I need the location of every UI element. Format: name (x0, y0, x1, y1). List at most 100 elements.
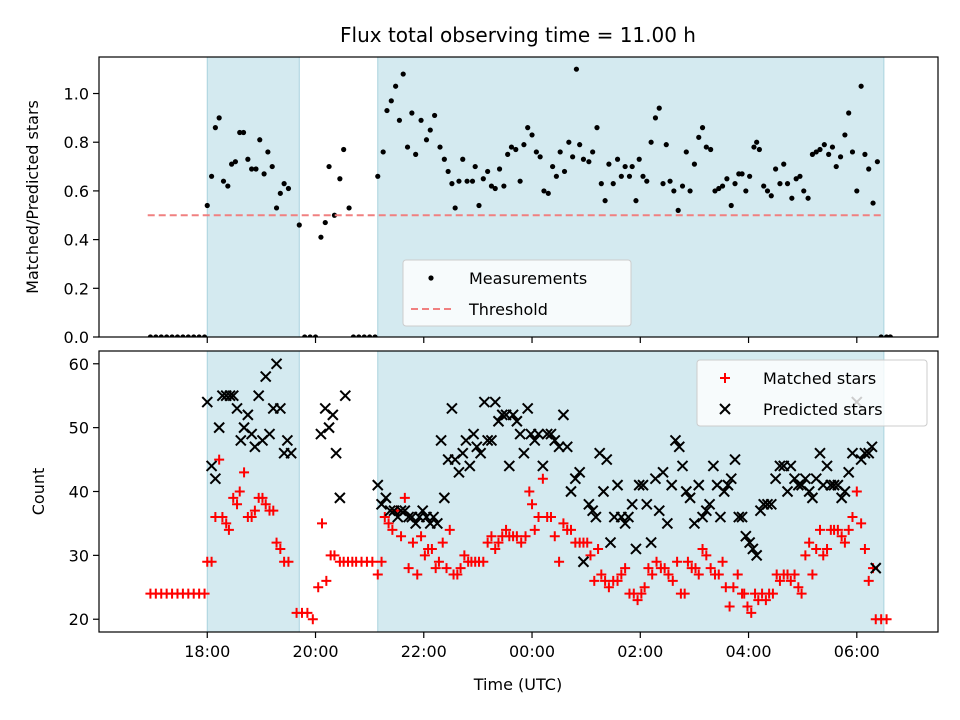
matched-star-point (742, 601, 753, 612)
measurement-point (472, 163, 478, 170)
measurement-point (533, 149, 539, 155)
matched-star-point (732, 569, 743, 580)
measurement-point (529, 132, 535, 138)
measurement-point (573, 66, 580, 72)
matched-star-point (426, 543, 437, 554)
y-axis-label: Count (29, 468, 48, 516)
measurement-point (361, 334, 367, 337)
measurement-point (201, 334, 208, 337)
measurement-point (372, 334, 378, 337)
measurement-point (667, 178, 673, 184)
measurement-point (249, 166, 255, 172)
y-tick-label: 0.8 (64, 133, 89, 152)
predicted-star-point (828, 479, 840, 491)
legend-marker (719, 403, 731, 415)
predicted-star-point (557, 409, 570, 421)
measurement-point (797, 173, 803, 179)
measurement-point (418, 117, 424, 123)
measurement-point (153, 334, 159, 337)
measurement-point (652, 115, 659, 121)
measurement-point (648, 139, 654, 145)
predicted-star-point (765, 498, 777, 510)
measurement-point (302, 334, 308, 337)
predicted-star-point (334, 492, 346, 504)
predicted-star-point (750, 549, 763, 562)
matched-star-point (839, 537, 850, 548)
matched-star-point (437, 537, 448, 548)
matched-star-point (558, 518, 569, 529)
predicted-star-point (227, 389, 239, 402)
predicted-star-point (665, 479, 678, 491)
predicted-star-point (573, 466, 586, 479)
predicted-star-point (630, 543, 642, 555)
matched-star-point (516, 537, 527, 548)
predicted-star-point (743, 536, 756, 549)
measurement-point (164, 334, 170, 337)
matched-star-point (283, 556, 294, 567)
matched-star-point (843, 524, 854, 535)
predicted-star-point (375, 498, 388, 510)
x-tick-label: 02:00 (617, 642, 663, 661)
measurement-point (204, 202, 210, 209)
matched-star-point (490, 543, 501, 554)
measurement-point (237, 129, 243, 136)
matched-star-point (724, 601, 735, 612)
y-tick-label: 40 (69, 483, 89, 502)
predicted-star-point (511, 415, 523, 427)
measurement-point (683, 149, 689, 155)
matched-star-point (452, 569, 463, 580)
matched-star-point (728, 582, 739, 593)
predicted-star-point (590, 511, 602, 523)
predicted-star-point (518, 447, 530, 459)
predicted-star-point (427, 511, 440, 523)
measurement-point (220, 178, 227, 184)
matched-star-point (549, 531, 560, 542)
measurement-point (784, 181, 791, 187)
predicted-star-point (842, 466, 855, 479)
measurement-point (396, 117, 403, 123)
legend-marker (720, 373, 730, 383)
matched-star-point (566, 524, 577, 535)
measurement-point (240, 129, 247, 136)
measurement-point (525, 125, 531, 131)
predicted-star-point (761, 498, 774, 510)
predicted-star-point (688, 517, 701, 530)
measurement-point (341, 146, 347, 153)
matched-star-point (697, 543, 708, 554)
matched-star-point (800, 550, 811, 561)
measurement-point (281, 181, 287, 187)
measurement-point (400, 71, 406, 77)
y-tick-label: 0.6 (64, 182, 89, 201)
matched-star-point (851, 486, 862, 497)
measurement-point (432, 112, 438, 119)
measurement-point (606, 161, 612, 167)
matched-star-point (863, 575, 874, 586)
predicted-star-point (438, 492, 451, 504)
matched-star-point (856, 518, 867, 529)
matched-star-point (647, 569, 658, 580)
legend-label: Threshold (468, 300, 548, 319)
x-tick-label: 22:00 (401, 642, 447, 661)
measurement-point (703, 144, 709, 150)
matched-star-point (701, 550, 712, 561)
matched-star-point (746, 607, 757, 618)
measurement-point (675, 207, 681, 213)
predicted-star-point (803, 485, 815, 498)
measurement-point (743, 188, 749, 194)
predicted-star-point (453, 466, 465, 479)
measurement-point (404, 144, 411, 150)
predicted-star-point (661, 517, 674, 530)
measurement-point (257, 137, 263, 143)
predicted-star-point (806, 492, 819, 504)
measurement-point (821, 142, 827, 148)
predicted-star-point (478, 396, 491, 408)
measurement-point (602, 198, 608, 204)
matched-star-point (419, 550, 430, 561)
axes-frame (98, 56, 939, 338)
predicted-star-point (866, 441, 878, 453)
predicted-star-point (835, 492, 848, 504)
measurement-point (805, 195, 811, 201)
predicted-star-point (409, 517, 422, 530)
predicted-star-point (799, 473, 812, 485)
measurement-point (687, 188, 693, 194)
